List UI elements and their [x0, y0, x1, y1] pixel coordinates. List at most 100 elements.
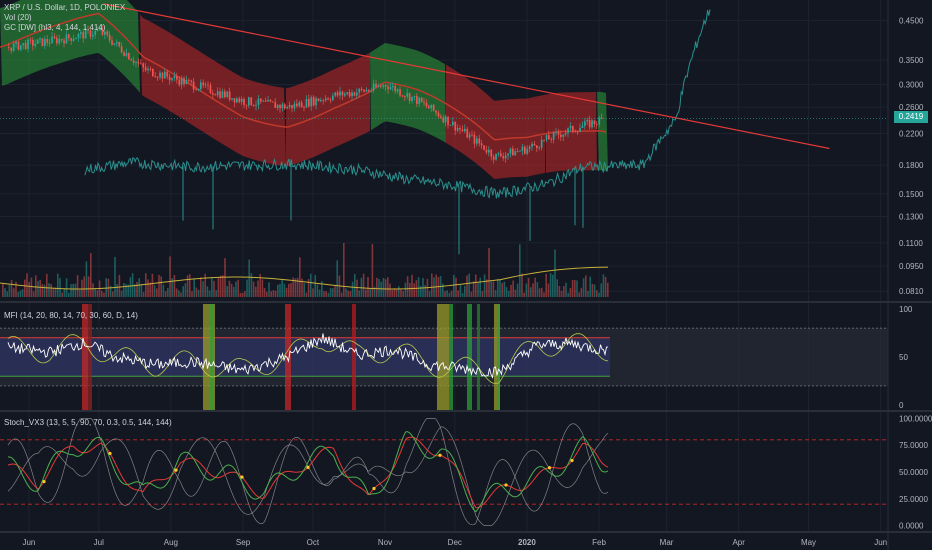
- candle-body: [476, 138, 478, 144]
- candle-body: [394, 86, 397, 92]
- symbol-title[interactable]: XRP / U.S. Dollar, 1D, POLONIEX: [4, 3, 126, 12]
- stoch-indicator-label[interactable]: Stoch_VX3 (13, 5, 5, 90, 70, 0.3, 0.5, 1…: [4, 418, 172, 427]
- volume-bar: [182, 286, 184, 297]
- volume-bar: [54, 287, 57, 297]
- mfi-indicator-label[interactable]: MFI (14, 20, 80, 14, 70, 30, 60, D, 14): [4, 311, 138, 320]
- time-tick-label: Apr: [732, 538, 745, 547]
- candle-body: [36, 39, 39, 44]
- volume-bar: [173, 274, 176, 297]
- volume-bar: [246, 279, 248, 297]
- volume-bar: [527, 277, 530, 297]
- candle-body: [593, 120, 596, 124]
- volume-bar: [525, 283, 528, 297]
- candle-body: [543, 139, 545, 141]
- volume-bar: [598, 292, 600, 297]
- volume-bar: [391, 290, 393, 297]
- candle-body: [137, 61, 140, 64]
- candle-body: [322, 99, 325, 101]
- volume-bar: [19, 290, 22, 297]
- time-axis[interactable]: Jun Jul Aug Sep Oct Nov Dec 2020 Feb Mar Apr May Jun: [22, 538, 887, 547]
- candlesticks: [8, 25, 603, 164]
- volume-bar: [384, 279, 387, 297]
- candle-body: [574, 131, 577, 133]
- gc-band-segment: [545, 91, 597, 173]
- candle-body: [449, 124, 452, 126]
- time-tick-label: Dec: [448, 538, 462, 547]
- candle-body: [168, 76, 171, 81]
- volume-bar: [560, 290, 563, 297]
- volume-bar: [158, 274, 160, 297]
- volume-bar: [94, 288, 96, 297]
- candle-body: [77, 33, 80, 39]
- candle-body: [192, 81, 195, 90]
- volume-bar: [112, 291, 114, 297]
- price-tick-label: 0.3500: [899, 56, 924, 65]
- candle-body: [92, 34, 94, 37]
- candle-body: [548, 135, 550, 140]
- volume-bar: [362, 273, 365, 297]
- trend-line[interactable]: [103, 3, 830, 150]
- volume-bar: [413, 283, 415, 297]
- candle-body: [99, 29, 101, 31]
- volume-bar: [261, 279, 264, 297]
- volume-bar: [200, 277, 202, 297]
- candle-body: [533, 143, 536, 146]
- volume-bars: [2, 243, 609, 297]
- time-tick-label: Jun: [22, 538, 35, 547]
- volume-bar: [580, 287, 583, 297]
- volume-bar: [486, 279, 488, 297]
- candle-body: [281, 104, 284, 109]
- volume-bar: [114, 256, 116, 297]
- volume-bar: [470, 291, 473, 297]
- volume-ma-line: [0, 266, 609, 290]
- candle-body: [588, 119, 591, 128]
- volume-indicator-label[interactable]: Vol (20): [4, 13, 32, 22]
- volume-bar: [455, 277, 457, 297]
- volume-bar: [81, 279, 83, 297]
- volume-bar: [450, 290, 453, 297]
- candle-body: [180, 78, 183, 85]
- volume-bar: [169, 256, 171, 297]
- candle-body: [569, 125, 572, 129]
- volume-bar: [316, 284, 319, 297]
- volume-bar: [523, 292, 525, 297]
- stoch-envelope-upper: [7, 418, 609, 526]
- stoch-cross-dot: [108, 451, 112, 456]
- volume-bar: [239, 292, 242, 297]
- volume-bar: [61, 292, 63, 297]
- gc-indicator-label[interactable]: GC [DW] (hl3, 4, 144, 1.414): [4, 23, 106, 32]
- volume-bar: [228, 280, 231, 297]
- candle-body: [464, 128, 466, 132]
- time-tick-label: 2020: [518, 538, 536, 547]
- chart-legend: XRP / U.S. Dollar, 1D, POLONIEX Vol (20)…: [4, 3, 125, 33]
- volume-bar: [604, 276, 607, 297]
- volume-bar: [393, 288, 396, 297]
- candle-body: [579, 127, 581, 132]
- candle-body: [262, 100, 265, 102]
- volume-bar: [607, 282, 609, 297]
- volume-bar: [492, 281, 495, 297]
- candle-body: [456, 128, 459, 131]
- gc-band-segment: [286, 52, 370, 167]
- candle-body: [600, 117, 603, 119]
- candle-body: [149, 68, 152, 70]
- volume-bar: [171, 278, 173, 297]
- volume-bar: [85, 261, 88, 297]
- candle-body: [238, 98, 241, 102]
- candle-body: [104, 31, 106, 35]
- candle-body: [171, 78, 173, 81]
- volume-bar: [596, 290, 598, 297]
- candle-body: [113, 43, 116, 45]
- price-tick-label: 0.1800: [899, 161, 924, 170]
- volume-bar: [32, 291, 35, 297]
- mfi-secondary-line: [7, 333, 609, 385]
- volume-bar: [250, 273, 253, 297]
- candle-body: [545, 135, 548, 141]
- price-axis[interactable]: 0.4500 0.3500 0.3000 0.2600 0.2200 0.1800 0.15…: [899, 16, 924, 296]
- candle-body: [372, 83, 375, 91]
- volume-bar: [43, 284, 46, 297]
- candle-body: [521, 146, 524, 151]
- volume-bar: [448, 292, 451, 297]
- candle-body: [428, 106, 430, 109]
